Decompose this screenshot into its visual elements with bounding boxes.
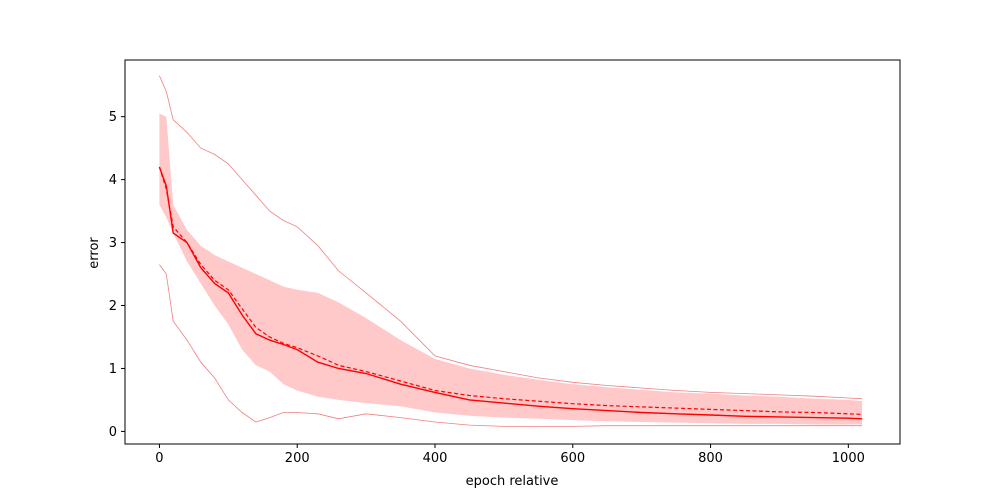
series-min-line: [159, 264, 863, 427]
x-tick-label: 400: [423, 451, 448, 466]
y-tick-label: 3: [109, 236, 117, 251]
series-mean-line: [158, 166, 863, 420]
y-tick-label: 1: [109, 362, 117, 377]
x-tick-label: 1000: [832, 451, 865, 466]
x-tick-label: 0: [155, 451, 163, 466]
x-tick-label: 200: [285, 451, 310, 466]
y-tick-label: 2: [109, 299, 117, 314]
y-tick-label: 4: [109, 173, 117, 188]
x-tick-label: 600: [560, 451, 585, 466]
plot-area: [158, 75, 863, 427]
band-fill: [159, 113, 863, 425]
axes-frame: [124, 59, 901, 445]
y-axis-label: error: [87, 237, 102, 269]
axes: 0 200 400 600 800 1000 0 1 2 3 4 5: [109, 59, 901, 466]
series-median-line: [158, 166, 863, 415]
y-tick-label: 5: [109, 110, 117, 125]
x-axis-label: epoch relative: [466, 474, 559, 489]
y-tick-label: 0: [109, 425, 117, 440]
x-tick-label: 800: [698, 451, 723, 466]
series-max-line: [159, 75, 863, 400]
